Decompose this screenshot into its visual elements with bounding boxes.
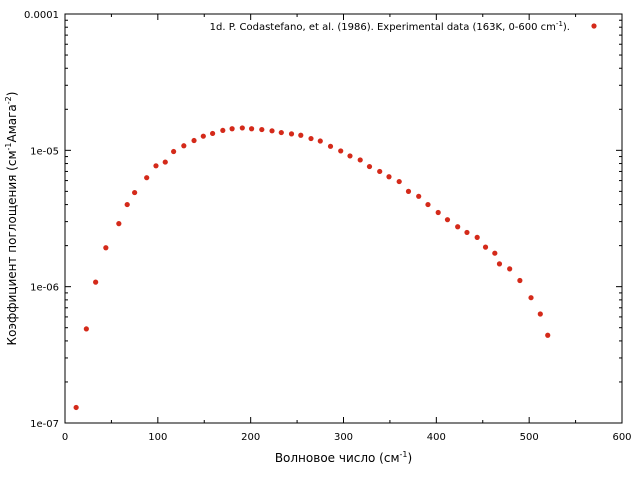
data-point bbox=[496, 261, 503, 267]
data-point bbox=[474, 234, 480, 240]
data-point bbox=[83, 326, 89, 332]
data-point bbox=[116, 221, 122, 227]
data-point bbox=[153, 163, 159, 169]
y-axis-label: Коэффициент поглощения (см-1Амага-2) bbox=[4, 92, 19, 346]
data-point bbox=[210, 130, 216, 137]
data-point bbox=[93, 279, 99, 285]
legend: 1d. P. Codastefano, et al. (1986). Exper… bbox=[210, 20, 597, 33]
data-point bbox=[327, 143, 334, 149]
data-point bbox=[482, 244, 489, 250]
data-point bbox=[269, 128, 275, 134]
x-axis-label: Волновое число (см-1) bbox=[275, 450, 412, 465]
data-point bbox=[386, 174, 392, 180]
data-point bbox=[248, 126, 255, 132]
x-tick-label: 500 bbox=[520, 432, 539, 443]
tick-labels: 0 100 200 300 400 500 600 1e-07 1e-06 1e-05 0.0001 bbox=[24, 10, 632, 443]
plot-frame bbox=[64, 13, 623, 424]
data-point bbox=[405, 188, 412, 194]
data-point bbox=[464, 229, 470, 236]
data-point bbox=[377, 168, 383, 175]
data-point bbox=[492, 250, 498, 256]
data-point bbox=[278, 129, 284, 136]
data-point bbox=[73, 404, 79, 411]
data-point bbox=[396, 178, 402, 185]
data-point bbox=[132, 189, 138, 196]
x-tick-label: 100 bbox=[148, 432, 167, 443]
data-point bbox=[455, 224, 461, 230]
data-point bbox=[144, 175, 150, 181]
data-point bbox=[545, 332, 551, 338]
y-tick-label: 1e-07 bbox=[30, 419, 59, 430]
data-point bbox=[288, 131, 295, 137]
data-point bbox=[528, 295, 534, 301]
data-point bbox=[366, 163, 373, 170]
x-tick-label: 200 bbox=[241, 432, 260, 443]
data-point bbox=[259, 126, 265, 133]
data-point bbox=[124, 201, 130, 208]
data-point bbox=[298, 132, 304, 138]
data-point bbox=[308, 135, 314, 142]
data-point bbox=[171, 148, 177, 155]
data-point bbox=[239, 125, 245, 131]
data-point bbox=[416, 193, 422, 199]
x-tick-label: 0 bbox=[62, 432, 68, 443]
data-point bbox=[338, 148, 344, 154]
data-point bbox=[537, 311, 543, 317]
data-point bbox=[444, 217, 451, 223]
data-point bbox=[220, 127, 226, 134]
data-point bbox=[435, 209, 441, 216]
legend-marker bbox=[591, 23, 597, 29]
x-tick-label: 600 bbox=[612, 432, 631, 443]
x-tick-label: 300 bbox=[334, 432, 353, 443]
data-point bbox=[357, 157, 363, 163]
data-point bbox=[200, 133, 206, 139]
x-tick-label: 400 bbox=[427, 432, 446, 443]
data-point bbox=[191, 137, 197, 144]
data-point bbox=[425, 201, 431, 208]
y-tick-label: 1e-06 bbox=[30, 283, 59, 294]
data-point bbox=[229, 126, 235, 132]
data-point bbox=[162, 159, 168, 165]
legend-label: 1d. P. Codastefano, et al. (1986). Exper… bbox=[210, 20, 570, 33]
y-tick-label: 0.0001 bbox=[24, 10, 59, 21]
data-point bbox=[507, 266, 513, 272]
data-point bbox=[347, 153, 353, 159]
data-point bbox=[103, 245, 109, 251]
data-point bbox=[181, 143, 187, 149]
data-point bbox=[517, 277, 523, 284]
series-points bbox=[73, 125, 551, 411]
y-tick-label: 1e-05 bbox=[30, 146, 59, 157]
data-point bbox=[317, 138, 323, 144]
